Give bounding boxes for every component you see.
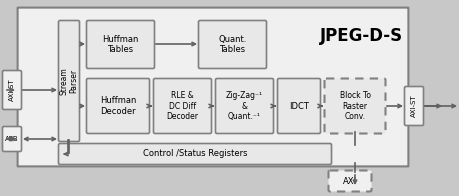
- FancyBboxPatch shape: [324, 79, 385, 133]
- Text: Block To
Raster
Conv.: Block To Raster Conv.: [339, 91, 369, 121]
- Text: Quant.
Tables: Quant. Tables: [218, 35, 246, 54]
- FancyBboxPatch shape: [2, 71, 22, 110]
- Text: APB: APB: [5, 136, 19, 142]
- Text: AXI-ST: AXI-ST: [9, 79, 15, 101]
- FancyBboxPatch shape: [198, 21, 266, 68]
- FancyBboxPatch shape: [86, 79, 149, 133]
- Text: JPEG-D-S: JPEG-D-S: [319, 27, 402, 45]
- FancyBboxPatch shape: [58, 143, 331, 164]
- Text: AXI-ST: AXI-ST: [410, 95, 416, 117]
- Text: Control /Status Registers: Control /Status Registers: [142, 150, 247, 159]
- Text: IDCT: IDCT: [288, 102, 308, 111]
- Text: Zig-Zag⁻¹
&
Quant.⁻¹: Zig-Zag⁻¹ & Quant.⁻¹: [225, 91, 263, 121]
- Text: Huffman
Decoder: Huffman Decoder: [100, 96, 136, 116]
- Text: AXI: AXI: [342, 177, 356, 185]
- Text: Huffman
Tables: Huffman Tables: [102, 35, 138, 54]
- FancyBboxPatch shape: [153, 79, 211, 133]
- FancyBboxPatch shape: [277, 79, 320, 133]
- FancyBboxPatch shape: [17, 8, 408, 166]
- FancyBboxPatch shape: [86, 21, 154, 68]
- Text: RLE &
DC Diff
Decoder: RLE & DC Diff Decoder: [166, 91, 198, 121]
- FancyBboxPatch shape: [215, 79, 273, 133]
- Text: Stream
Parser: Stream Parser: [59, 67, 78, 95]
- FancyBboxPatch shape: [328, 171, 371, 191]
- FancyBboxPatch shape: [2, 126, 22, 152]
- FancyBboxPatch shape: [403, 86, 423, 125]
- FancyBboxPatch shape: [58, 21, 79, 142]
